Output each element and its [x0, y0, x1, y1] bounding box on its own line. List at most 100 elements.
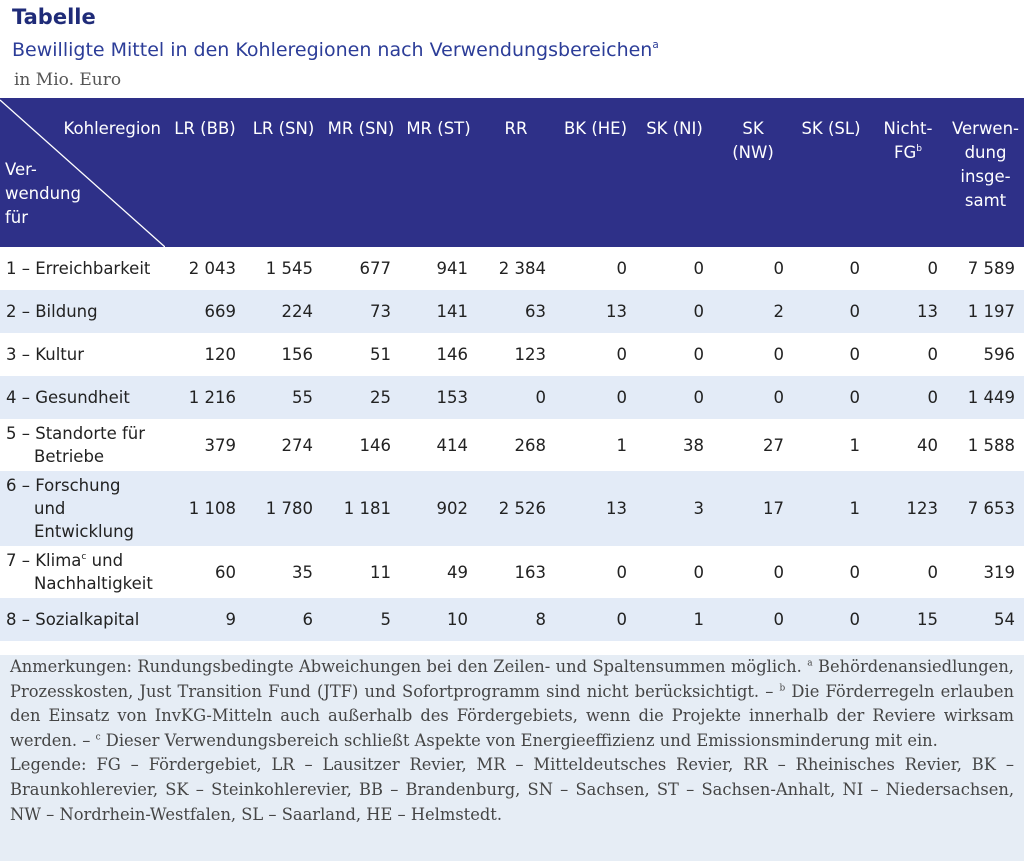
column-header: SK (NI) [636, 98, 713, 247]
remarks: Anmerkungen: Rundungsbedingte Abweichung… [10, 655, 1014, 753]
notes: Anmerkungen: Rundungsbedingte Abweichung… [0, 655, 1024, 861]
text-line: insge- [960, 167, 1011, 186]
cell: 414 [436, 435, 469, 455]
row-label: 2 – Bildung [0, 290, 165, 333]
table-row: 1 – Erreichbarkeit 2 043 1 545 677 941 2 384 0… [0, 247, 1024, 290]
cell: 7 653 [947, 471, 1024, 546]
text-line: Ver- [5, 160, 37, 179]
cell: 13 [555, 471, 636, 546]
column-header: RR [477, 98, 555, 247]
cell: 0 [616, 562, 628, 582]
footnote-mark: b [916, 144, 923, 155]
text-part: 7 – Klima [6, 551, 82, 570]
cell: 49 [447, 562, 468, 582]
cell: 1 [793, 471, 869, 546]
row-label: 3 – Kultur [6, 345, 84, 364]
text-line: für [5, 208, 29, 227]
cell: 2 526 [477, 471, 555, 546]
cell: 17 [713, 471, 793, 546]
text-line: samt [964, 191, 1007, 210]
cell: 146 [359, 435, 392, 455]
column-header: LR (SN) [245, 98, 322, 247]
cell: 1 [616, 435, 628, 455]
cell: 1 108 [165, 471, 245, 546]
cell: 0 [555, 598, 636, 641]
cell: 13 [869, 290, 947, 333]
cell: 10 [400, 598, 477, 641]
cell: 40 [917, 435, 938, 455]
cell: 0 [555, 376, 636, 419]
cell: 2 043 [188, 259, 236, 278]
cell: 73 [322, 290, 400, 333]
text-part: Behördenansiedlungen, Prozesskosten, Jus… [10, 657, 1014, 701]
cell: 27 [763, 435, 784, 455]
cell: 0 [849, 259, 861, 278]
data-table: Kohleregion Ver-wendung für LR (BB) LR (SN… [0, 98, 1024, 684]
column-header: SK (NW) [713, 98, 793, 247]
corner-cell: Kohleregion Ver-wendung für [0, 98, 165, 247]
row-label: 6 – Forschung und Entwicklung [0, 471, 165, 546]
text-part: Die Förderregeln erlauben den Einsatz vo… [10, 681, 1014, 750]
text-line: Nicht- [883, 119, 933, 138]
text-line: (NW) [732, 143, 774, 162]
cell: 13 [555, 290, 636, 333]
column-header: MR (SN) [322, 98, 400, 247]
cell: 0 [693, 345, 705, 364]
cell: 8 [477, 598, 555, 641]
cell: 0 [793, 376, 869, 419]
cell: 1 197 [947, 290, 1024, 333]
cell: 0 [713, 376, 793, 419]
cell: 55 [245, 376, 322, 419]
cell: 0 [773, 345, 785, 364]
row-label: 8 – Sozialkapital [0, 598, 165, 641]
cell: 153 [400, 376, 477, 419]
cell: 0 [477, 376, 555, 419]
footnote-mark: b [779, 682, 786, 693]
footnote-mark: c [95, 732, 101, 743]
cell: 1 216 [165, 376, 245, 419]
column-header: Verwen-dung insge-samt [947, 98, 1024, 247]
row-label: 7 – Klimac und Nachhaltigkeit [0, 546, 165, 598]
cell: 0 [927, 562, 939, 582]
cell: 146 [436, 345, 469, 364]
cell: 0 [849, 562, 861, 582]
cell: 0 [636, 290, 713, 333]
cell: 1 [636, 598, 713, 641]
cell: 1 [849, 435, 861, 455]
table-label: Tabelle [12, 5, 96, 29]
cell: 0 [693, 259, 705, 278]
column-header: MR (ST) [400, 98, 477, 247]
cell: 0 [773, 562, 785, 582]
cell: 0 [636, 376, 713, 419]
text-line: FG [893, 143, 917, 162]
cell: 51 [370, 345, 391, 364]
cell: 1 545 [265, 259, 313, 278]
cell: 7 589 [967, 259, 1015, 278]
cell: 15 [869, 598, 947, 641]
cell: 35 [292, 562, 313, 582]
cell: 2 [713, 290, 793, 333]
column-header: BK (HE) [555, 98, 636, 247]
column-header: LR (BB) [165, 98, 245, 247]
text-line: dung [964, 143, 1007, 162]
cell: 0 [773, 259, 785, 278]
table-row: 3 – Kultur 120 156 51 146 123 0 0 0 0 0 596 [0, 333, 1024, 376]
cell: 224 [245, 290, 322, 333]
cell: 156 [281, 345, 314, 364]
text-part: Dieser Verwendungsbereich schließt Aspek… [100, 730, 938, 750]
cell: 0 [927, 259, 939, 278]
cell: 0 [693, 562, 705, 582]
cell: 677 [359, 259, 392, 278]
cell: 5 [322, 598, 400, 641]
cell: 902 [400, 471, 477, 546]
cell: 596 [983, 345, 1016, 364]
cell: 60 [215, 562, 236, 582]
cell: 38 [683, 435, 704, 455]
cell: 0 [616, 345, 628, 364]
cell: 141 [400, 290, 477, 333]
row-label: 4 – Gesundheit [0, 376, 165, 419]
cell: 319 [983, 562, 1016, 582]
table-row: 7 – Klimac und Nachhaltigkeit 60 35 11 49 163… [0, 546, 1024, 598]
